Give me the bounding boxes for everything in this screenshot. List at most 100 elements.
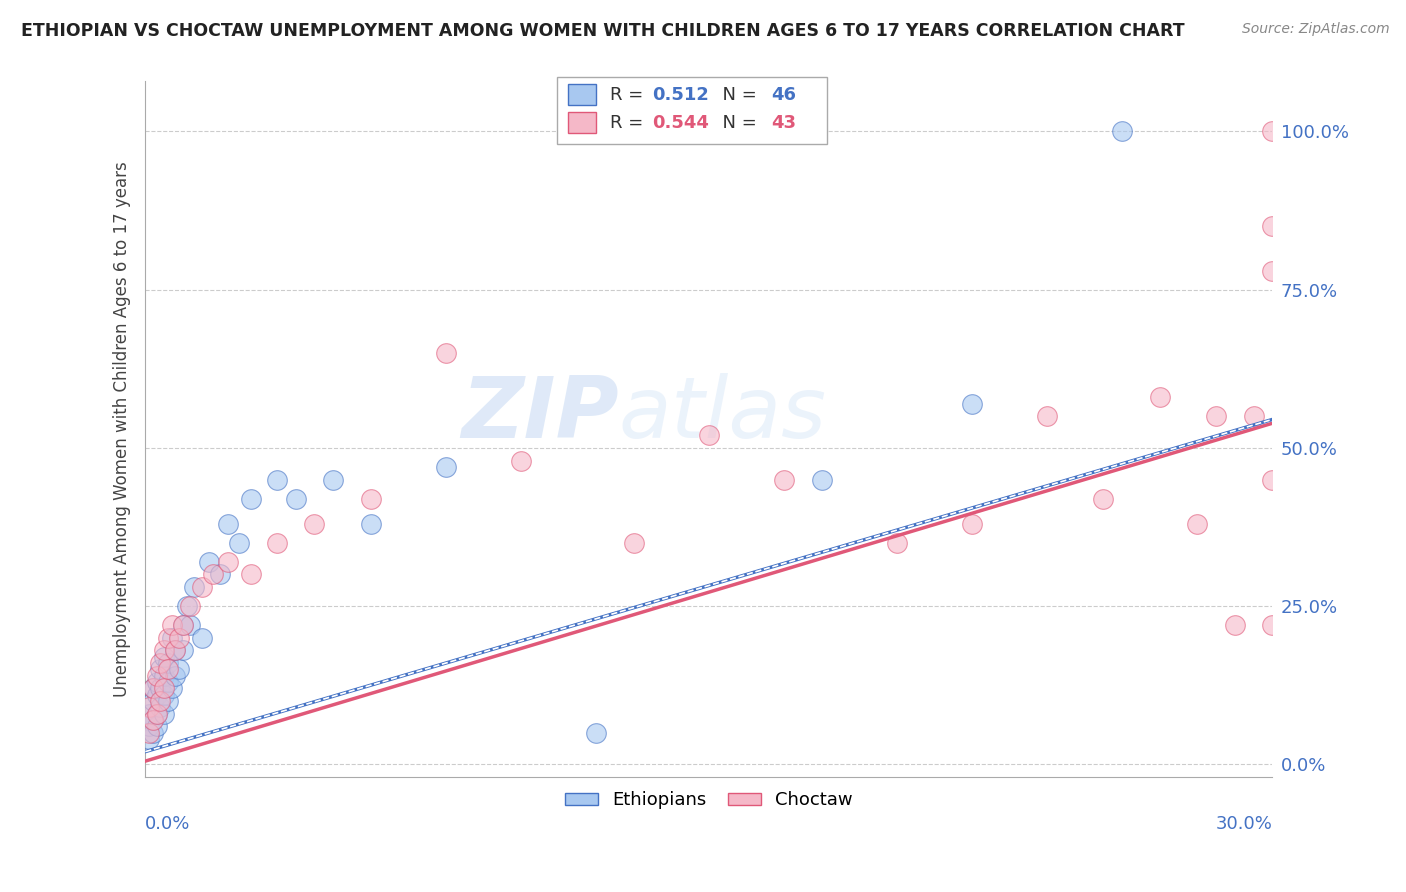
Point <box>138 731 160 746</box>
Point <box>167 631 190 645</box>
Point <box>145 669 167 683</box>
Text: atlas: atlas <box>619 374 827 457</box>
Point <box>960 396 983 410</box>
Point <box>142 713 165 727</box>
Point <box>156 656 179 670</box>
Point <box>172 643 194 657</box>
Point <box>434 459 457 474</box>
Text: ZIP: ZIP <box>461 374 619 457</box>
Point <box>1261 263 1284 277</box>
Text: R =: R = <box>610 113 648 132</box>
Point <box>165 643 187 657</box>
Bar <box>568 85 596 105</box>
Point <box>160 618 183 632</box>
Point <box>1187 516 1209 531</box>
Point <box>160 631 183 645</box>
Point <box>142 681 165 696</box>
Point <box>165 669 187 683</box>
Point <box>190 631 212 645</box>
Text: N =: N = <box>711 86 762 103</box>
Point <box>190 580 212 594</box>
Legend: Ethiopians, Choctaw: Ethiopians, Choctaw <box>558 784 860 817</box>
Y-axis label: Unemployment Among Women with Children Ages 6 to 17 years: Unemployment Among Women with Children A… <box>114 161 131 697</box>
Text: 30.0%: 30.0% <box>1216 815 1272 833</box>
Point <box>697 428 720 442</box>
Point <box>172 618 194 632</box>
Point <box>176 599 198 613</box>
Point <box>1111 124 1133 138</box>
Point <box>156 662 179 676</box>
Point <box>165 643 187 657</box>
Point <box>217 516 239 531</box>
Point <box>153 649 176 664</box>
Point <box>149 656 172 670</box>
Point <box>773 473 796 487</box>
Point <box>142 681 165 696</box>
Point <box>179 599 201 613</box>
Point <box>145 688 167 702</box>
Point <box>179 618 201 632</box>
Point <box>1261 124 1284 138</box>
Point <box>217 555 239 569</box>
Point <box>360 491 382 506</box>
Point <box>145 675 167 690</box>
Point <box>209 567 232 582</box>
Bar <box>568 112 596 133</box>
Text: N =: N = <box>711 113 762 132</box>
Point <box>1092 491 1115 506</box>
Point <box>142 725 165 739</box>
Point <box>1036 409 1059 424</box>
Point <box>434 346 457 360</box>
Point <box>153 669 176 683</box>
Point <box>1243 409 1265 424</box>
Point <box>149 681 172 696</box>
Point <box>149 700 172 714</box>
Point <box>284 491 307 506</box>
Point <box>239 567 262 582</box>
Point <box>322 473 344 487</box>
Text: 46: 46 <box>770 86 796 103</box>
Point <box>160 681 183 696</box>
Text: 0.512: 0.512 <box>652 86 710 103</box>
Point <box>156 694 179 708</box>
Point <box>172 618 194 632</box>
Point <box>360 516 382 531</box>
Point <box>1261 219 1284 234</box>
Point <box>138 706 160 721</box>
Point <box>149 662 172 676</box>
Point <box>228 536 250 550</box>
Point <box>142 694 165 708</box>
Point <box>198 555 221 569</box>
Point <box>201 567 224 582</box>
Point <box>153 643 176 657</box>
Text: 0.0%: 0.0% <box>145 815 191 833</box>
Point <box>138 700 160 714</box>
Point <box>142 713 165 727</box>
Point <box>1261 473 1284 487</box>
Point <box>167 662 190 676</box>
Point <box>153 688 176 702</box>
Text: R =: R = <box>610 86 648 103</box>
Point <box>156 631 179 645</box>
Point <box>623 536 645 550</box>
Point <box>1149 390 1171 404</box>
Point <box>304 516 326 531</box>
Point <box>960 516 983 531</box>
Point <box>145 706 167 721</box>
Point <box>1223 618 1246 632</box>
Point <box>183 580 205 594</box>
Point <box>266 473 288 487</box>
Point <box>510 453 533 467</box>
Point <box>153 681 176 696</box>
Point <box>886 536 908 550</box>
Point <box>138 725 160 739</box>
Point <box>239 491 262 506</box>
Point <box>145 719 167 733</box>
Point <box>585 725 607 739</box>
Text: 43: 43 <box>770 113 796 132</box>
Point <box>156 675 179 690</box>
Text: Source: ZipAtlas.com: Source: ZipAtlas.com <box>1241 22 1389 37</box>
Text: ETHIOPIAN VS CHOCTAW UNEMPLOYMENT AMONG WOMEN WITH CHILDREN AGES 6 TO 17 YEARS C: ETHIOPIAN VS CHOCTAW UNEMPLOYMENT AMONG … <box>21 22 1185 40</box>
Bar <box>557 78 827 144</box>
Point <box>149 694 172 708</box>
